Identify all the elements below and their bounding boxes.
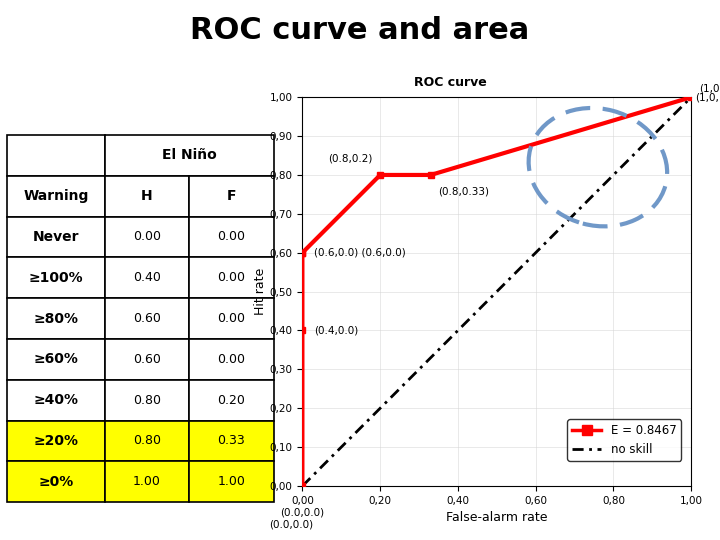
Text: F: F [227, 189, 236, 203]
Text: H: H [141, 189, 153, 203]
Text: (0.0,0.0): (0.0,0.0) [269, 519, 312, 529]
Text: El Niño: El Niño [162, 148, 217, 163]
Text: ≥100%: ≥100% [29, 271, 84, 285]
Bar [189, 380, 274, 421]
Text: Warning: Warning [23, 189, 89, 203]
Text: 1.00: 1.00 [217, 475, 246, 488]
Bar [7, 421, 105, 461]
Text: ROC curve: ROC curve [414, 77, 487, 90]
Bar [105, 421, 189, 461]
Text: 0.33: 0.33 [217, 435, 246, 448]
Bar [189, 461, 274, 502]
Text: 0.00: 0.00 [217, 312, 246, 325]
Bar [7, 217, 105, 258]
Bar [189, 176, 274, 217]
Bar [105, 298, 189, 339]
Bar [105, 176, 189, 217]
Text: (1,0,1.0): (1,0,1.0) [699, 83, 720, 93]
Bar [189, 339, 274, 380]
Bar [189, 217, 274, 258]
Text: 0.00: 0.00 [217, 353, 246, 366]
Text: 0.00: 0.00 [217, 271, 246, 284]
Text: 0.80: 0.80 [133, 394, 161, 407]
Legend: E = 0.8467, no skill: E = 0.8467, no skill [567, 419, 681, 461]
X-axis label: False-alarm rate: False-alarm rate [446, 511, 547, 524]
Text: 1.00: 1.00 [133, 475, 161, 488]
Bar [7, 298, 105, 339]
Text: Never: Never [33, 230, 79, 244]
Text: (0.4,0.0): (0.4,0.0) [314, 326, 359, 335]
Bar [105, 461, 189, 502]
Text: ≥40%: ≥40% [34, 393, 78, 407]
Text: (0.6,0.0) (0.6,0.0): (0.6,0.0) (0.6,0.0) [314, 248, 406, 258]
Text: (0.0,0.0): (0.0,0.0) [280, 508, 325, 517]
Y-axis label: Hit rate: Hit rate [254, 268, 267, 315]
Text: ≥0%: ≥0% [38, 475, 73, 489]
Text: (0.8,0.33): (0.8,0.33) [438, 187, 490, 197]
Bar [7, 176, 105, 217]
Text: 0.60: 0.60 [133, 312, 161, 325]
Text: ≥20%: ≥20% [34, 434, 78, 448]
Bar [105, 339, 189, 380]
Text: ≥80%: ≥80% [34, 312, 78, 326]
Bar [105, 135, 274, 176]
Bar [7, 461, 105, 502]
Text: ≥60%: ≥60% [34, 353, 78, 367]
Text: 0.00: 0.00 [133, 231, 161, 244]
Bar [105, 217, 189, 258]
Bar [189, 258, 274, 298]
Text: 0.40: 0.40 [133, 271, 161, 284]
Text: (0.8,0.2): (0.8,0.2) [328, 153, 372, 163]
Text: 0.20: 0.20 [217, 394, 246, 407]
Text: 0.80: 0.80 [133, 435, 161, 448]
Bar [7, 339, 105, 380]
Text: 0.00: 0.00 [217, 231, 246, 244]
Bar [7, 135, 105, 176]
Bar [7, 380, 105, 421]
Bar [189, 421, 274, 461]
Text: (1,0,1.0): (1,0,1.0) [695, 92, 720, 102]
Bar [189, 298, 274, 339]
Bar [105, 380, 189, 421]
Text: ROC curve and area: ROC curve and area [190, 16, 530, 45]
Text: 0.60: 0.60 [133, 353, 161, 366]
Bar [7, 258, 105, 298]
Bar [105, 258, 189, 298]
